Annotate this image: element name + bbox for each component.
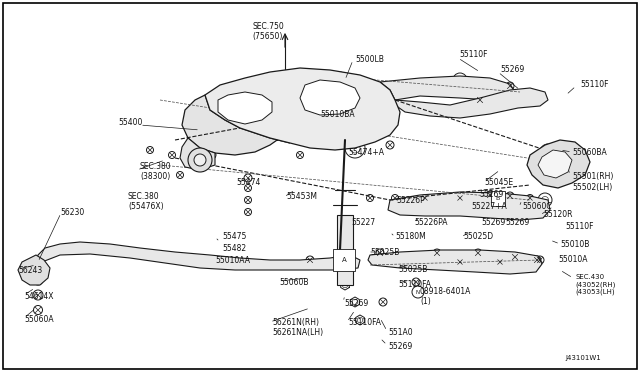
- Polygon shape: [300, 80, 360, 115]
- Text: 55010AA: 55010AA: [215, 256, 250, 265]
- Text: 55474+A: 55474+A: [348, 148, 384, 157]
- Text: 55227: 55227: [351, 218, 375, 227]
- Text: 55269: 55269: [344, 299, 368, 308]
- Text: SEC.380
(55476X): SEC.380 (55476X): [128, 192, 164, 211]
- Text: 55226P: 55226P: [396, 196, 425, 205]
- Text: 56261N(RH)
56261NA(LH): 56261N(RH) 56261NA(LH): [272, 318, 323, 337]
- Text: 55025D: 55025D: [463, 232, 493, 241]
- Text: B: B: [496, 196, 500, 201]
- Text: 08918-6401A
(1): 08918-6401A (1): [420, 287, 472, 307]
- Text: 55269: 55269: [505, 218, 529, 227]
- Text: 55060B: 55060B: [279, 278, 308, 287]
- Text: 55180M: 55180M: [395, 232, 426, 241]
- Text: SEC.380
(38300): SEC.380 (38300): [140, 162, 172, 182]
- Text: 55269: 55269: [481, 218, 505, 227]
- Polygon shape: [205, 68, 400, 150]
- Polygon shape: [218, 92, 272, 124]
- Text: 55453M: 55453M: [286, 192, 317, 201]
- Circle shape: [194, 154, 206, 166]
- Polygon shape: [380, 76, 515, 100]
- Text: 55110FA: 55110FA: [348, 318, 381, 327]
- Polygon shape: [538, 150, 572, 178]
- Text: A: A: [342, 257, 346, 263]
- Polygon shape: [337, 215, 353, 285]
- Text: 55502(LH): 55502(LH): [572, 183, 612, 192]
- Text: 55110FA: 55110FA: [398, 280, 431, 289]
- Polygon shape: [36, 242, 360, 270]
- Polygon shape: [18, 255, 50, 285]
- Text: 55010BA: 55010BA: [320, 110, 355, 119]
- Polygon shape: [388, 192, 550, 220]
- Text: 55025B: 55025B: [370, 248, 399, 257]
- Text: 55060BA: 55060BA: [572, 148, 607, 157]
- Text: N: N: [416, 289, 420, 295]
- Text: 55227+A: 55227+A: [471, 202, 507, 211]
- Polygon shape: [527, 140, 590, 188]
- Text: 55475: 55475: [222, 232, 246, 241]
- Text: 55045E: 55045E: [484, 178, 513, 187]
- Text: 55110F: 55110F: [459, 50, 488, 59]
- Text: 54614X: 54614X: [24, 292, 54, 301]
- Text: 55060C: 55060C: [522, 202, 552, 211]
- Text: 5500LB: 5500LB: [355, 55, 384, 64]
- Circle shape: [188, 148, 212, 172]
- Text: 55501(RH): 55501(RH): [572, 172, 613, 181]
- Text: 55010B: 55010B: [560, 240, 589, 249]
- Text: 55060A: 55060A: [24, 315, 54, 324]
- Text: 55269: 55269: [500, 65, 524, 74]
- Text: 55400: 55400: [118, 118, 142, 127]
- Text: SEC.750
(75650): SEC.750 (75650): [252, 22, 284, 41]
- Polygon shape: [180, 138, 215, 170]
- Text: 55269: 55269: [479, 190, 503, 199]
- Text: J43101W1: J43101W1: [565, 355, 601, 361]
- Text: SEC.430
(43052(RH)
(43053(LH): SEC.430 (43052(RH) (43053(LH): [575, 274, 616, 295]
- Text: 55269: 55269: [388, 342, 412, 351]
- Text: 551A0: 551A0: [388, 328, 413, 337]
- Polygon shape: [395, 88, 548, 118]
- Text: 55110F: 55110F: [565, 222, 593, 231]
- Text: 55010A: 55010A: [558, 255, 588, 264]
- Text: 55120R: 55120R: [543, 210, 573, 219]
- Text: 55226PA: 55226PA: [414, 218, 447, 227]
- Text: 56243: 56243: [18, 266, 42, 275]
- Text: 55110F: 55110F: [580, 80, 609, 89]
- Circle shape: [412, 286, 424, 298]
- Text: 55482: 55482: [222, 244, 246, 253]
- Polygon shape: [182, 95, 290, 155]
- Text: 55474: 55474: [236, 178, 260, 187]
- Text: 56230: 56230: [60, 208, 84, 217]
- Polygon shape: [368, 250, 542, 274]
- Text: 55025B: 55025B: [398, 265, 428, 274]
